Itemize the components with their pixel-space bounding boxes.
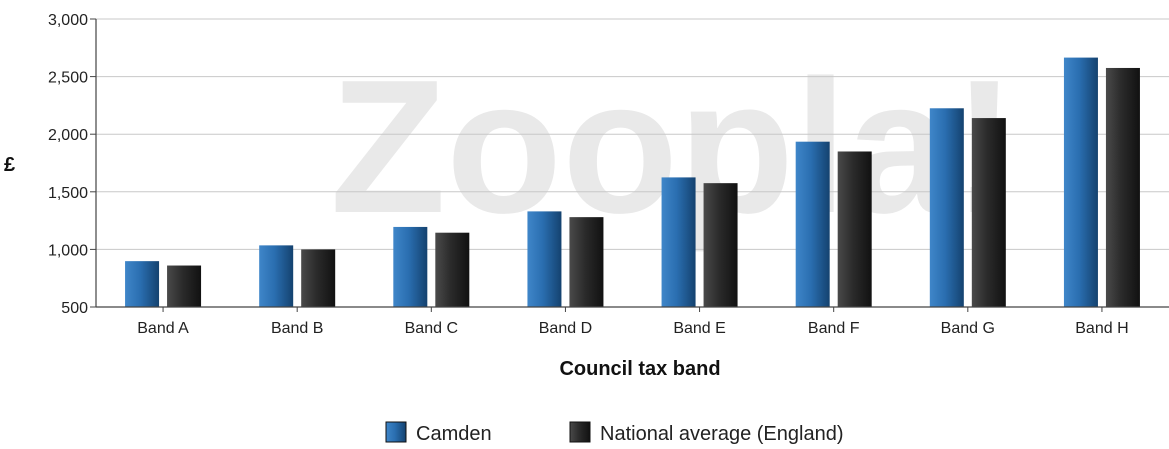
y-tick-label: 2,500 bbox=[48, 70, 88, 87]
bar-national-average-band-d bbox=[569, 217, 604, 307]
bar-national-average-band-c bbox=[435, 232, 470, 307]
x-axis-ticks: Band A Band B Band C Band D Band E Band F Band… bbox=[137, 307, 1129, 337]
bar-national-average-band-g bbox=[971, 118, 1006, 308]
bar-national-average-band-b bbox=[301, 249, 336, 307]
axes bbox=[95, 19, 1169, 308]
x-tick-label: Band E bbox=[673, 320, 725, 337]
bar-national-average-band-a bbox=[167, 265, 202, 307]
bar-national-average-band-e bbox=[703, 183, 738, 307]
bar-camden-band-e bbox=[661, 177, 696, 307]
legend-label-national-average: National average (England) bbox=[600, 423, 844, 445]
x-tick-label: Band D bbox=[539, 320, 592, 337]
bar-camden-band-a bbox=[125, 261, 160, 307]
bar-camden-band-g bbox=[929, 108, 964, 307]
bar-camden-band-f bbox=[795, 141, 830, 307]
y-tick-label: 1,000 bbox=[48, 242, 88, 259]
x-tick-label: Band B bbox=[271, 320, 323, 337]
bars bbox=[125, 57, 1140, 308]
x-tick-label: Band H bbox=[1075, 320, 1128, 337]
x-tick-label: Band A bbox=[137, 320, 189, 337]
bar-camden-band-d bbox=[527, 211, 562, 307]
legend-swatch-camden bbox=[385, 421, 407, 443]
bar-camden-band-c bbox=[393, 226, 428, 307]
bar-camden-band-h bbox=[1063, 57, 1098, 308]
bar-national-average-band-f bbox=[837, 151, 872, 307]
y-tick-label: 500 bbox=[61, 300, 88, 317]
bar-national-average-band-h bbox=[1105, 67, 1140, 308]
y-tick-label: 2,000 bbox=[48, 127, 88, 144]
bar-camden-band-b bbox=[259, 245, 294, 307]
y-tick-label: 3,000 bbox=[48, 12, 88, 29]
x-axis-title: Council tax band bbox=[559, 358, 720, 380]
x-tick-label: Band G bbox=[941, 320, 995, 337]
x-tick-label: Band F bbox=[808, 320, 860, 337]
y-tick-label: 1,500 bbox=[48, 185, 88, 202]
y-axis-ticks: 500 1,000 1,500 2,000 2,500 3,000 bbox=[48, 12, 96, 317]
legend: Camden National average (England) bbox=[385, 421, 844, 445]
x-tick-label: Band C bbox=[405, 320, 458, 337]
legend-label-camden: Camden bbox=[416, 423, 492, 445]
legend-swatch-national-average bbox=[569, 421, 591, 443]
y-axis-title: £ bbox=[4, 154, 15, 176]
